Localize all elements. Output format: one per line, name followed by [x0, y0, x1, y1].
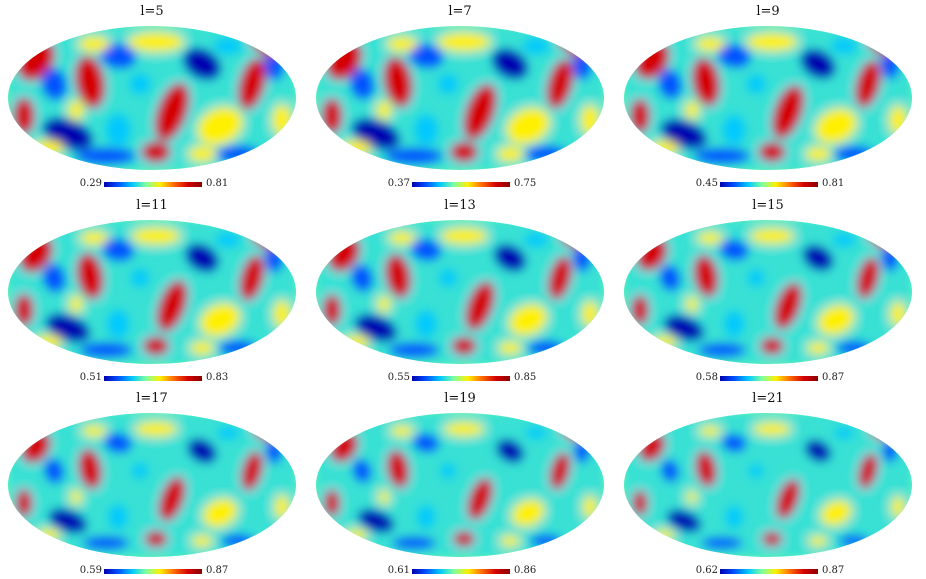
sky-map — [8, 413, 296, 557]
colorbar-max-label: 0.87 — [822, 372, 845, 383]
map-panel: l=21 0.62 0.87 — [618, 389, 918, 579]
colorbar-gradient — [104, 569, 202, 574]
panel-title: l=9 — [756, 4, 780, 19]
panel-title: l=13 — [444, 198, 476, 213]
sky-map-fluctuations — [8, 26, 296, 170]
colorbar-gradient — [720, 569, 818, 574]
map-panel: l=7 0.37 0.75 — [310, 2, 610, 192]
map-panel: l=13 0.55 0.85 — [310, 196, 610, 386]
colorbar: 0.51 0.83 — [2, 372, 302, 384]
colorbar-max-label: 0.87 — [822, 565, 845, 576]
colorbar-gradient — [720, 182, 818, 187]
map-panel: l=17 0.59 0.87 — [2, 389, 302, 579]
colorbar: 0.61 0.86 — [310, 565, 610, 577]
colorbar-min-label: 0.45 — [695, 178, 718, 189]
colorbar: 0.62 0.87 — [618, 565, 918, 577]
colorbar-max-label: 0.85 — [514, 372, 537, 383]
colorbar: 0.59 0.87 — [2, 565, 302, 577]
sky-map — [8, 26, 296, 170]
sky-map-fluctuations — [8, 413, 296, 557]
colorbar-gradient — [412, 182, 510, 187]
sky-map — [624, 413, 912, 557]
colorbar-gradient — [104, 376, 202, 381]
colorbar-min-label: 0.59 — [79, 565, 102, 576]
colorbar-gradient — [104, 182, 202, 187]
colorbar: 0.29 0.81 — [2, 178, 302, 190]
sky-map — [624, 26, 912, 170]
colorbar-max-label: 0.87 — [206, 565, 229, 576]
panel-title: l=7 — [448, 4, 472, 19]
sky-map-fluctuations — [624, 220, 912, 364]
sky-map-fluctuations — [8, 220, 296, 364]
colorbar-max-label: 0.83 — [206, 372, 229, 383]
colorbar-min-label: 0.37 — [387, 178, 410, 189]
sky-map — [8, 220, 296, 364]
colorbar-min-label: 0.58 — [695, 372, 718, 383]
sky-map — [316, 220, 604, 364]
sky-map — [316, 413, 604, 557]
sky-map-fluctuations — [624, 26, 912, 170]
sky-map — [316, 26, 604, 170]
colorbar-min-label: 0.61 — [387, 565, 410, 576]
map-panel: l=11 0.51 0.83 — [2, 196, 302, 386]
panel-title: l=11 — [136, 198, 168, 213]
colorbar-gradient — [412, 569, 510, 574]
panel-title: l=19 — [444, 391, 476, 406]
panel-title: l=5 — [140, 4, 164, 19]
panel-title: l=17 — [136, 391, 168, 406]
colorbar: 0.45 0.81 — [618, 178, 918, 190]
colorbar: 0.58 0.87 — [618, 372, 918, 384]
sky-map-fluctuations — [624, 413, 912, 557]
sky-map-fluctuations — [316, 26, 604, 170]
colorbar-max-label: 0.75 — [514, 178, 537, 189]
colorbar-max-label: 0.81 — [822, 178, 845, 189]
colorbar-min-label: 0.62 — [695, 565, 718, 576]
sky-map-fluctuations — [316, 220, 604, 364]
panel-title: l=21 — [752, 391, 784, 406]
map-panel: l=15 0.58 0.87 — [618, 196, 918, 386]
panel-title: l=15 — [752, 198, 784, 213]
map-panel: l=19 0.61 0.86 — [310, 389, 610, 579]
colorbar: 0.55 0.85 — [310, 372, 610, 384]
colorbar-gradient — [412, 376, 510, 381]
sky-map — [624, 220, 912, 364]
map-panel: l=9 0.45 0.81 — [618, 2, 918, 192]
sky-map-fluctuations — [316, 413, 604, 557]
colorbar: 0.37 0.75 — [310, 178, 610, 190]
colorbar-gradient — [720, 376, 818, 381]
colorbar-max-label: 0.86 — [514, 565, 537, 576]
colorbar-min-label: 0.29 — [79, 178, 102, 189]
map-panel: l=5 0.29 0.81 — [2, 2, 302, 192]
colorbar-max-label: 0.81 — [206, 178, 229, 189]
colorbar-min-label: 0.51 — [79, 372, 102, 383]
colorbar-min-label: 0.55 — [387, 372, 410, 383]
